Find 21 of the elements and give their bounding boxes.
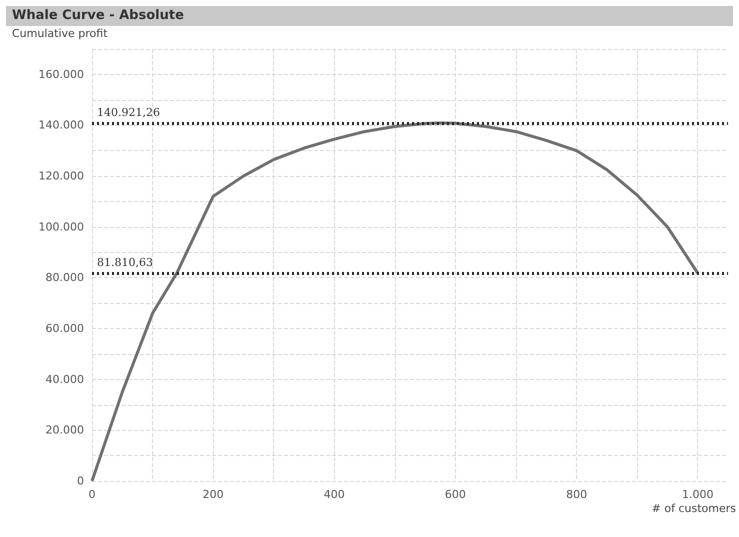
y-tick-label: 100.000 [38,220,84,234]
y-tick-label: 40.000 [46,372,84,386]
x-tick-label: 600 [444,488,466,501]
x-tick-label: 200 [202,488,224,501]
y-tick-label: 120.000 [38,170,84,183]
x-tick-label: 0 [88,488,96,501]
y-axis-title: Cumulative profit [12,27,108,40]
y-tick-label: 20.000 [46,424,84,437]
x-tick-label: 400 [324,488,345,501]
y-tick-label: 80.000 [46,271,84,284]
y-tick-label: 0 [77,474,84,488]
line-series [90,121,700,482]
x-axis-title: # of customers [652,502,736,515]
chart-title: Whale Curve - Absolute [6,6,733,26]
ref-line-label: 140.921,26 [97,106,160,119]
x-tick-label: 1.000 [682,488,714,501]
y-tick-label: 140.000 [38,118,84,132]
ref-line-label: 81.810,63 [97,256,153,270]
x-tick-label: 800 [566,488,588,501]
y-tick-label: 60.000 [46,322,84,336]
y-tick-label: 160.000 [38,68,84,81]
